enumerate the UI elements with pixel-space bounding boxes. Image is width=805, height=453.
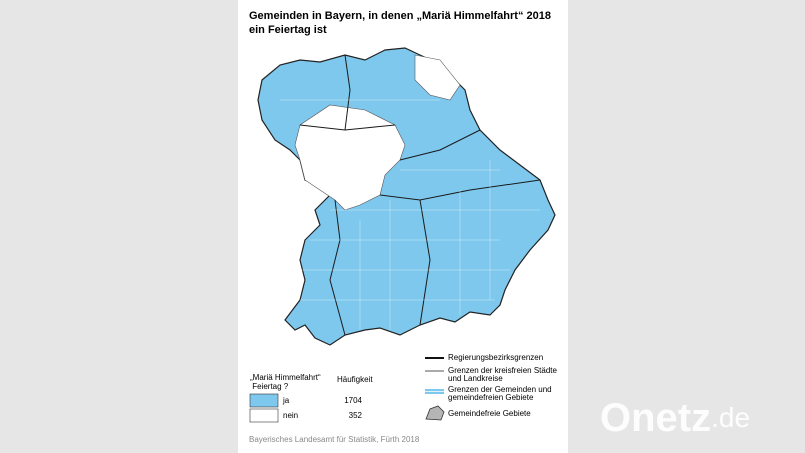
legend-count: 352 [349,411,363,420]
watermark: Onetz.de [600,396,750,440]
boundary-label: Grenzen der kreisfreien Städte [448,366,557,375]
count-header: Häufigkeit [337,375,373,384]
legend-shape [425,405,445,421]
legend-count: 1704 [344,396,362,405]
non-holiday-area [294,104,406,211]
watermark-suffix: .de [711,402,750,433]
boundary-label: und Landkreise [448,374,503,383]
title: Gemeinden in Bayern, in denen „Mariä Him… [249,10,551,22]
municipal-borders [280,99,540,330]
legend-swatch [249,408,279,423]
district-borders [299,54,541,336]
boundary-label: Gemeindefreie Gebiete [448,409,531,418]
non-holiday-area [414,54,461,101]
boundary-label: gemeindefreien Gebiete [448,393,534,402]
legend-swatch [249,393,279,408]
legend-header: Feiertag ? [250,382,289,391]
legend-header: „Mariä Himmelfahrt“ [250,373,321,382]
watermark-main: Onetz [600,396,711,440]
legend-label: nein [283,411,298,420]
source: Bayerisches Landesamt für Statistik, Für… [249,435,420,444]
title: ein Feiertag ist [249,24,327,36]
legend-label: ja [282,396,290,405]
boundary-label: Grenzen der Gemeinden und [448,385,552,394]
boundary-label: Regierungsbezirksgrenzen [448,353,543,362]
